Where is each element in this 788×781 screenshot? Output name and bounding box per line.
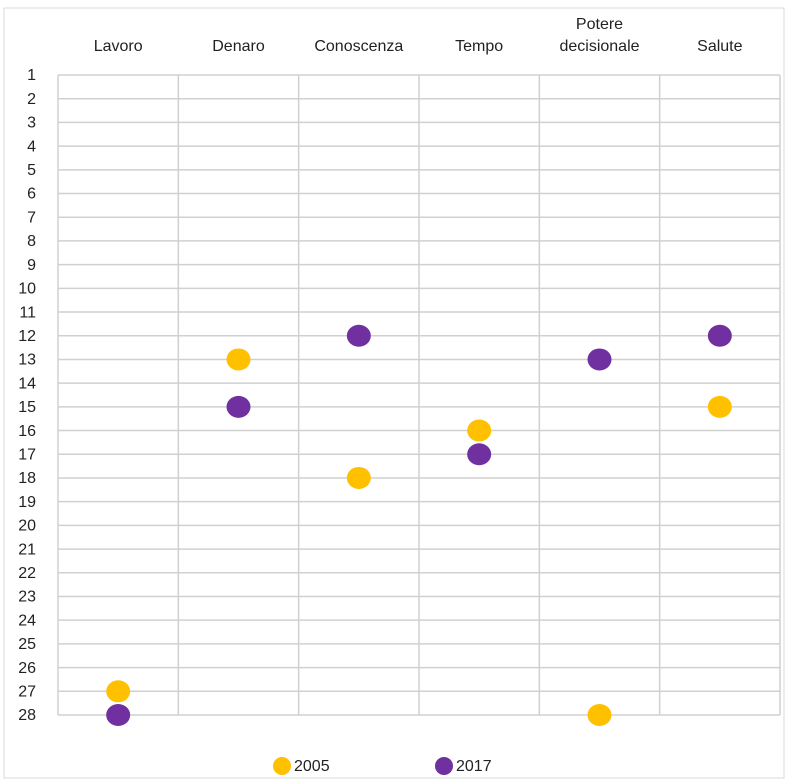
x-tick-label: Denaro — [212, 38, 265, 55]
x-tick-label: Potere decisionale — [559, 16, 640, 55]
point — [106, 704, 131, 726]
x-tick-label: Conoscenza — [314, 38, 404, 55]
y-tick-label: 22 — [18, 565, 36, 582]
legend-label: 2017 — [456, 758, 492, 775]
x-tick-label: Lavoro — [93, 38, 143, 55]
y-tick-label: 16 — [18, 423, 36, 440]
y-tick-label: 5 — [27, 162, 36, 179]
y-tick-label: 3 — [27, 115, 36, 132]
y-tick-label: 14 — [18, 375, 36, 392]
y-tick-label: 17 — [18, 446, 36, 463]
x-tick-label: Tempo — [455, 38, 504, 55]
y-tick-label: 2 — [27, 91, 36, 108]
y-tick-label: 23 — [18, 589, 36, 606]
y-tick-label: 15 — [18, 399, 36, 416]
y-tick-label: 20 — [18, 518, 36, 535]
y-tick-label: 24 — [18, 612, 36, 629]
y-tick-label: 26 — [18, 660, 36, 677]
point — [346, 324, 371, 347]
y-tick-label: 7 — [27, 209, 36, 226]
y-tick-label: 1 — [27, 67, 36, 84]
point — [467, 443, 492, 466]
point — [707, 324, 732, 347]
y-tick-label: 25 — [18, 636, 36, 653]
y-tick-label: 12 — [18, 328, 36, 345]
y-tick-label: 10 — [18, 281, 36, 298]
y-tick-label: 11 — [19, 304, 36, 321]
point — [226, 348, 251, 371]
chart-border — [3, 7, 785, 779]
point — [467, 419, 492, 442]
legend-swatch — [435, 757, 453, 775]
y-tick-label: 27 — [18, 684, 36, 701]
y-tick-label: 19 — [18, 494, 36, 511]
point — [346, 466, 371, 489]
y-tick-label: 18 — [18, 470, 36, 487]
y-tick-label: 13 — [18, 352, 36, 369]
point — [106, 680, 131, 703]
point — [587, 348, 612, 371]
point — [707, 395, 732, 418]
y-tick-label: 8 — [27, 233, 36, 250]
legend-swatch — [273, 757, 291, 775]
x-tick-label: Salute — [697, 38, 743, 55]
y-tick-label: 6 — [27, 186, 36, 203]
y-tick-label: 21 — [18, 541, 36, 558]
legend-label: 2005 — [294, 758, 330, 775]
y-tick-label: 4 — [27, 138, 36, 155]
y-tick-label: 9 — [27, 257, 36, 274]
point — [226, 395, 251, 418]
y-tick-label: 28 — [18, 707, 36, 724]
point — [587, 704, 612, 726]
